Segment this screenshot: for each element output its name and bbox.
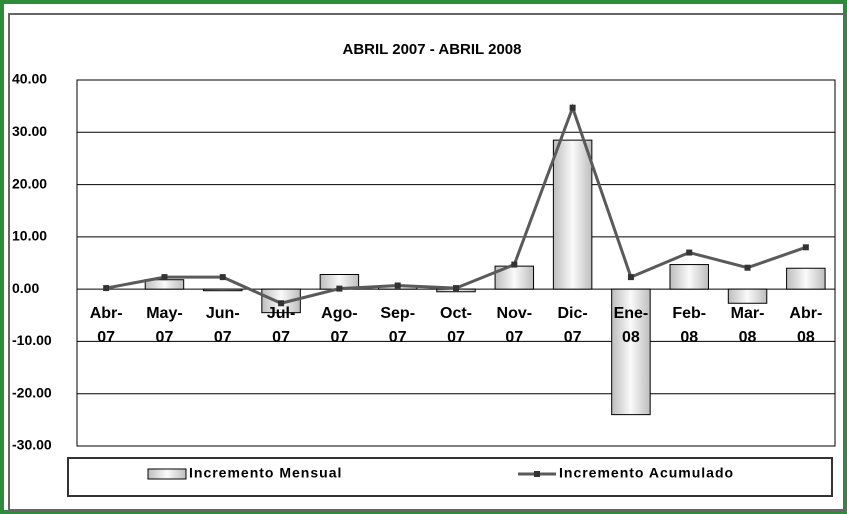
line-marker	[161, 274, 168, 281]
x-tick-label: Dic-07	[557, 305, 588, 346]
line-marker	[394, 282, 401, 289]
bar	[611, 288, 651, 416]
y-tick-label: -10.00	[12, 332, 52, 348]
x-tick-label: Ene-08	[613, 305, 649, 346]
plot-area	[76, 79, 836, 447]
bar	[203, 288, 243, 292]
legend-label: Incremento Acumulado	[559, 465, 734, 481]
line-marker	[278, 300, 285, 307]
y-tick-label: -30.00	[12, 437, 52, 453]
bar	[786, 267, 826, 290]
legend-label: Incremento Mensual	[189, 465, 342, 481]
y-tick-label: 30.00	[12, 123, 47, 139]
x-tick-label: Jul-07	[266, 305, 296, 346]
x-tick-label: Abr-08	[789, 305, 823, 346]
x-tick-label: Jun-07	[205, 305, 240, 346]
line-marker	[744, 264, 751, 271]
x-tick-label: Abr-07	[89, 305, 123, 346]
x-tick-label: Feb-08	[672, 305, 707, 346]
bar	[669, 264, 709, 290]
x-tick-label: Mar-08	[730, 305, 765, 346]
x-tick-label: Oct-07	[440, 305, 472, 346]
legend-swatch	[147, 468, 187, 480]
line-marker	[219, 274, 226, 281]
y-tick-label: -20.00	[12, 384, 52, 400]
line-marker	[103, 285, 110, 292]
legend-marker	[534, 471, 540, 477]
line-marker	[569, 104, 576, 111]
x-tick-label: Ago-07	[321, 305, 358, 346]
y-tick-label: 40.00	[12, 71, 47, 87]
chart-title: ABRIL 2007 - ABRIL 2008	[343, 41, 522, 58]
line-marker	[336, 285, 343, 292]
x-tick-label: May-07	[146, 305, 183, 346]
line-marker	[511, 261, 518, 268]
chart-frame	[8, 13, 847, 511]
line-marker	[686, 249, 693, 256]
bar	[727, 288, 768, 304]
legend-box	[67, 457, 833, 497]
line-marker	[453, 285, 459, 292]
y-tick-label: 0.00	[12, 280, 39, 296]
line-marker	[802, 244, 809, 251]
x-tick-label: Sep-07	[380, 305, 416, 346]
line-marker	[627, 274, 634, 281]
y-tick-label: 10.00	[12, 228, 47, 244]
bar	[552, 139, 593, 290]
x-tick-label: Nov-07	[496, 305, 533, 346]
y-tick-label: 20.00	[12, 175, 47, 191]
